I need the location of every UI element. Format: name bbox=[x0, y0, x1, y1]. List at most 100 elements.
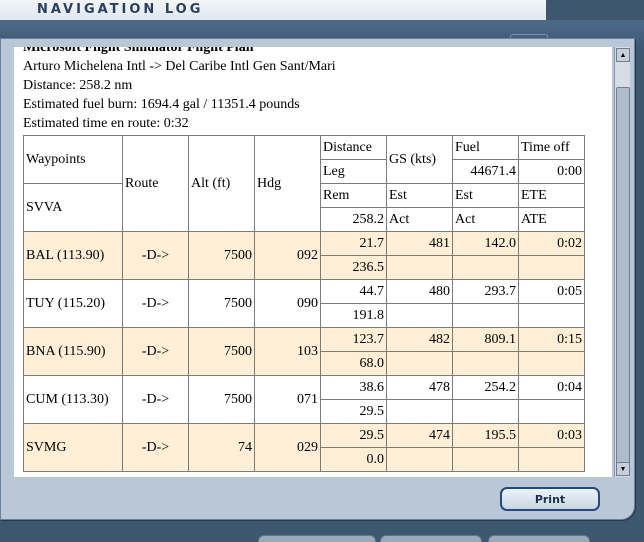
navigation-log-dialog: Microsoft Flight Simulator Flight Plan A… bbox=[0, 38, 635, 520]
fuel-cell: 293.7 bbox=[452, 279, 519, 304]
alt-cell: 7500 bbox=[188, 231, 255, 280]
alt-cell: 7500 bbox=[188, 375, 255, 424]
leg-cell: 21.7 bbox=[320, 231, 387, 256]
plan-route: Arturo Michelena Intl -> Del Caribe Intl… bbox=[23, 59, 336, 74]
rem-cell: 0.0 bbox=[320, 447, 387, 472]
header-origin: SVVA bbox=[23, 183, 123, 232]
header-gs: GS (kts) bbox=[386, 135, 453, 184]
alt-cell: 74 bbox=[188, 423, 255, 472]
scrollbar-thumb[interactable] bbox=[616, 87, 630, 471]
fuel-cell: 254.2 bbox=[452, 375, 519, 400]
ete-cell: 0:02 bbox=[518, 231, 585, 256]
vertical-scrollbar[interactable]: ▲ ▼ bbox=[614, 47, 630, 477]
waypoint-cell: CUM (113.30) bbox=[23, 375, 123, 424]
ate-cell bbox=[518, 447, 585, 472]
header-fuel: Fuel bbox=[452, 135, 519, 160]
act-cell bbox=[386, 351, 453, 376]
plan-distance: Distance: 258.2 nm bbox=[23, 78, 133, 93]
ate-cell bbox=[518, 351, 585, 376]
leg-cell: 29.5 bbox=[320, 423, 387, 448]
fuel-cell: 195.5 bbox=[452, 423, 519, 448]
scroll-down-icon[interactable]: ▼ bbox=[616, 462, 630, 476]
route-cell: -D-> bbox=[122, 375, 189, 424]
header-hdg: Hdg bbox=[254, 135, 321, 232]
gs-cell: 482 bbox=[386, 327, 453, 352]
scroll-up-icon[interactable]: ▲ bbox=[616, 48, 630, 62]
header-time-off: Time off bbox=[518, 135, 585, 160]
header-alt: Alt (ft) bbox=[188, 135, 255, 232]
rem-cell: 68.0 bbox=[320, 351, 387, 376]
header-est: Est bbox=[386, 183, 453, 208]
waypoint-cell: BNA (115.90) bbox=[23, 327, 123, 376]
ate-cell bbox=[518, 255, 585, 280]
table-row: CUM (113.30) -D-> 7500 071 38.6 478 254.… bbox=[23, 375, 585, 424]
ete-cell: 0:04 bbox=[518, 375, 585, 400]
rem-cell: 236.5 bbox=[320, 255, 387, 280]
title-bar: NAVIGATION LOG bbox=[0, 0, 546, 21]
leg-cell: 123.7 bbox=[320, 327, 387, 352]
gs-cell: 480 bbox=[386, 279, 453, 304]
waypoint-cell: SVMG bbox=[23, 423, 123, 472]
fuel-cell: 809.1 bbox=[452, 327, 519, 352]
table-row: BAL (113.90) -D-> 7500 092 21.7 481 142.… bbox=[23, 231, 585, 280]
gs-cell: 474 bbox=[386, 423, 453, 448]
plan-ete: Estimated time en route: 0:32 bbox=[23, 116, 189, 131]
flight-plan-content: Microsoft Flight Simulator Flight Plan A… bbox=[23, 47, 603, 472]
ete-cell: 0:15 bbox=[518, 327, 585, 352]
table-row: 236.5 bbox=[24, 255, 585, 280]
alt-cell: 7500 bbox=[188, 279, 255, 328]
plan-fuel-burn: Estimated fuel burn: 1694.4 gal / 11351.… bbox=[23, 97, 300, 112]
gs-cell: 481 bbox=[386, 231, 453, 256]
act-fuel-cell bbox=[452, 351, 519, 376]
header-leg: Leg bbox=[320, 159, 387, 184]
route-cell: -D-> bbox=[122, 279, 189, 328]
table-header-row: SVVA Rem Est Est ETE bbox=[23, 183, 585, 232]
ete-cell: 0:03 bbox=[518, 423, 585, 448]
header-act-fuel: Act bbox=[452, 207, 519, 232]
leg-cell: 38.6 bbox=[320, 375, 387, 400]
header-time-start: 0:00 bbox=[518, 159, 585, 184]
header-fuel-start: 44671.4 bbox=[452, 159, 519, 184]
hdg-cell: 103 bbox=[254, 327, 321, 376]
gs-cell: 478 bbox=[386, 375, 453, 400]
route-cell: -D-> bbox=[122, 231, 189, 280]
window-title: NAVIGATION LOG bbox=[37, 2, 204, 17]
flight-plan-viewport[interactable]: Microsoft Flight Simulator Flight Plan A… bbox=[14, 47, 612, 477]
background-tab bbox=[258, 535, 376, 542]
act-fuel-cell bbox=[452, 255, 519, 280]
ate-cell bbox=[518, 303, 585, 328]
rem-cell: 191.8 bbox=[320, 303, 387, 328]
act-fuel-cell bbox=[452, 447, 519, 472]
rem-cell: 29.5 bbox=[320, 399, 387, 424]
plan-heading: Microsoft Flight Simulator Flight Plan bbox=[23, 47, 254, 55]
header-rem: Rem bbox=[320, 183, 387, 208]
alt-cell: 7500 bbox=[188, 327, 255, 376]
navigation-log-table: Waypoints Route Alt (ft) Hdg Distance GS… bbox=[23, 135, 585, 472]
table-header-row: Waypoints Route Alt (ft) Hdg Distance GS… bbox=[23, 135, 585, 232]
header-distance: Distance bbox=[320, 135, 387, 160]
background-tab bbox=[488, 535, 590, 542]
print-button[interactable]: Print bbox=[500, 487, 600, 511]
table-row: SVMG -D-> 74 029 29.5 474 195.5 0:03 bbox=[23, 423, 585, 472]
background-tab bbox=[380, 535, 482, 542]
table-row: BNA (115.90) -D-> 7500 103 123.7 482 809… bbox=[23, 327, 585, 376]
header-act: Act bbox=[386, 207, 453, 232]
header-rem-total: 258.2 bbox=[320, 207, 387, 232]
waypoint-cell: TUY (115.20) bbox=[23, 279, 123, 328]
fuel-cell: 142.0 bbox=[452, 231, 519, 256]
ete-cell: 0:05 bbox=[518, 279, 585, 304]
header-waypoints: Waypoints bbox=[23, 135, 123, 184]
header-route: Route bbox=[122, 135, 189, 232]
act-cell bbox=[386, 303, 453, 328]
act-fuel-cell bbox=[452, 303, 519, 328]
route-cell: -D-> bbox=[122, 423, 189, 472]
waypoint-cell: BAL (113.90) bbox=[23, 231, 123, 280]
ate-cell bbox=[518, 399, 585, 424]
table-row: TUY (115.20) -D-> 7500 090 44.7 480 293.… bbox=[23, 279, 585, 328]
header-ate: ATE bbox=[518, 207, 585, 232]
header-est-fuel: Est bbox=[452, 183, 519, 208]
act-cell bbox=[386, 255, 453, 280]
table-row: 29.5 bbox=[24, 399, 585, 424]
act-cell bbox=[386, 399, 453, 424]
hdg-cell: 092 bbox=[254, 231, 321, 280]
